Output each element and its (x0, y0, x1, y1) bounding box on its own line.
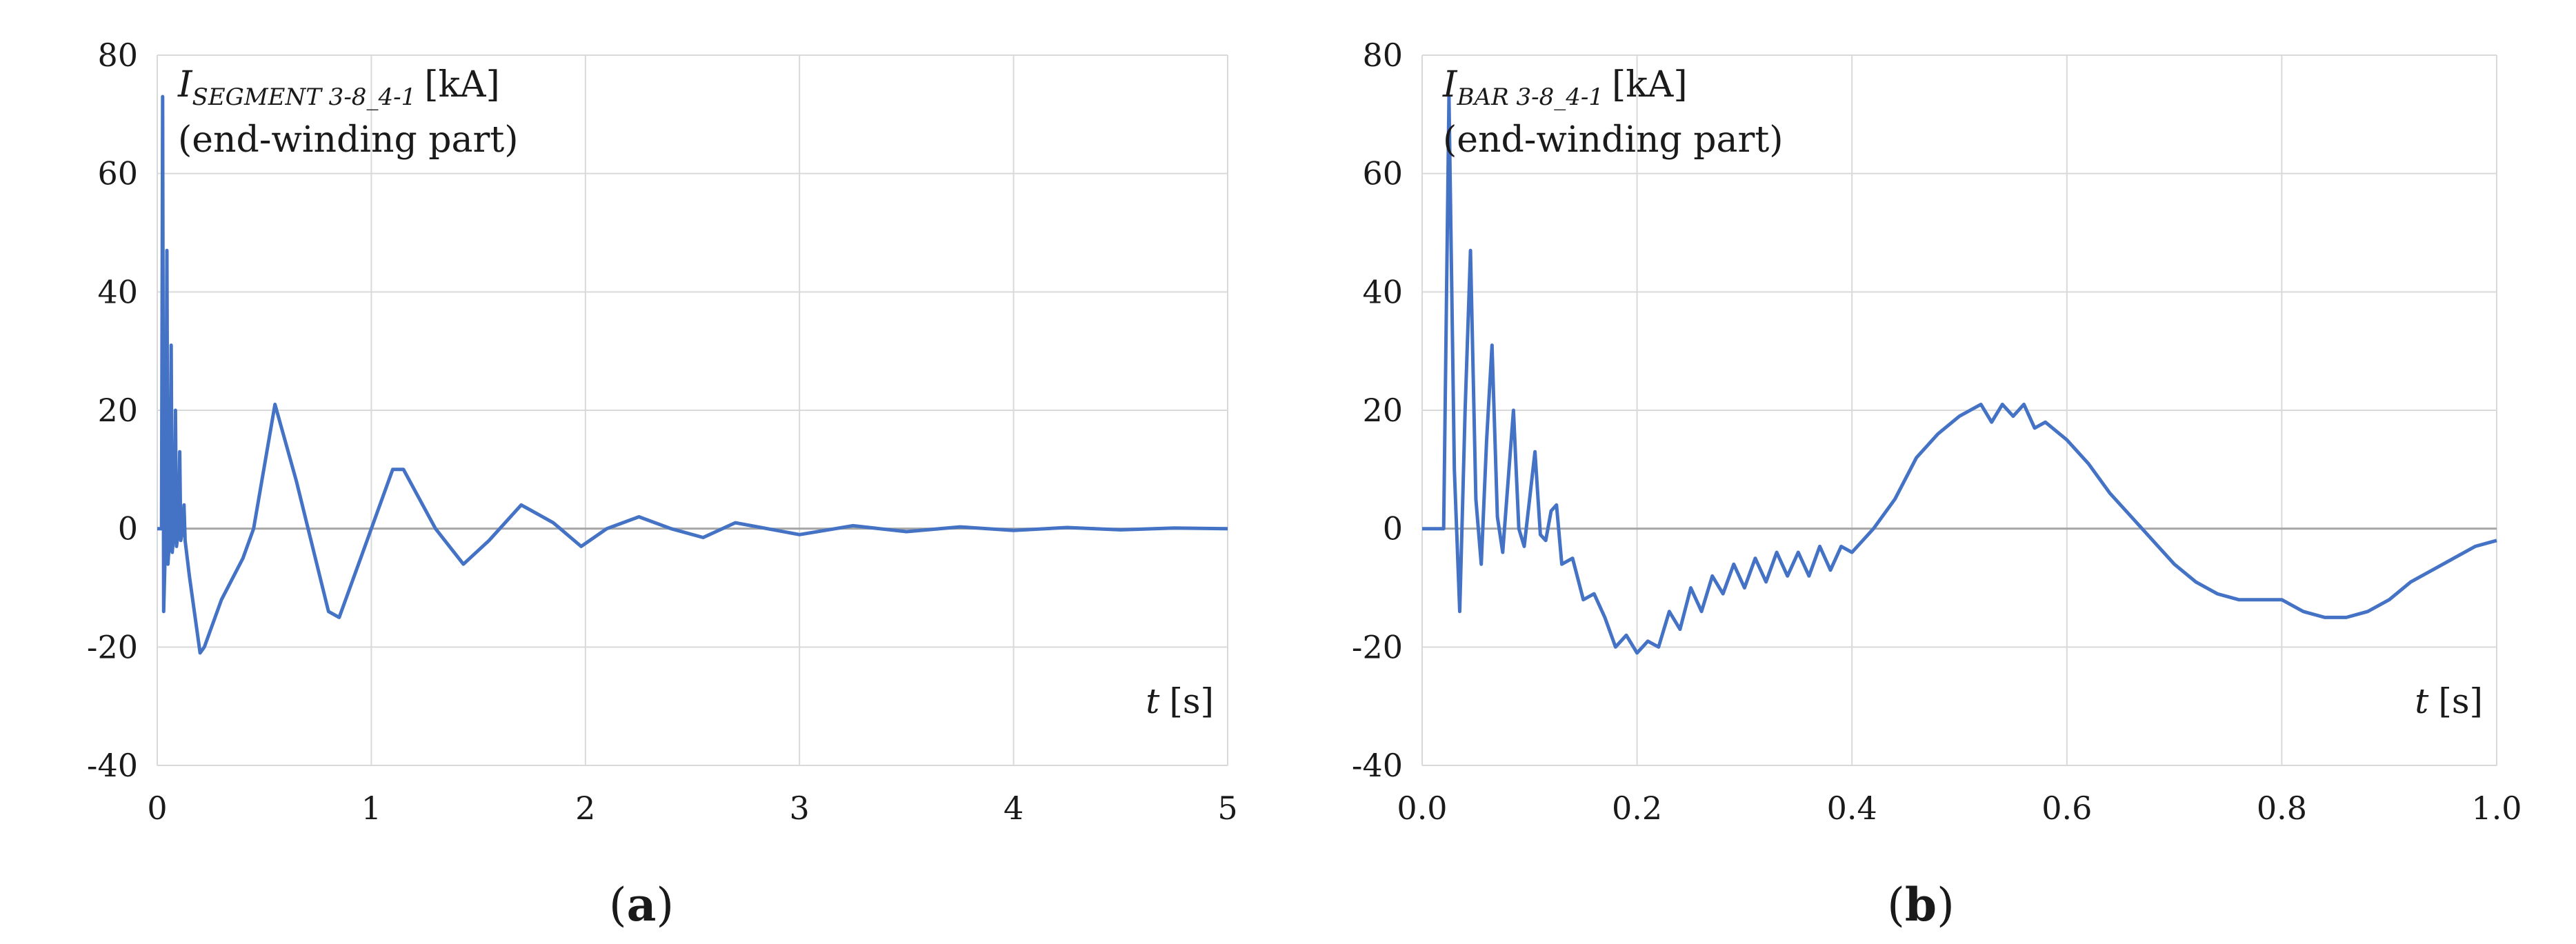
x-tick-label: 0.8 (2257, 790, 2307, 827)
current-subscript: BAR 3-8_4-1 (1457, 83, 1604, 111)
x-tick-label: 0.4 (1827, 790, 1877, 827)
series-line (1422, 94, 2497, 655)
gridlines (157, 54, 1228, 766)
x-tick-label: 4 (1004, 790, 1024, 827)
y-tick-label: -40 (1352, 747, 1403, 784)
x-tick-label: 3 (790, 790, 810, 827)
x-axis-symbol: t (1146, 681, 1160, 721)
y-tick-label: 40 (1362, 273, 1403, 310)
y-tick-label: 0 (118, 510, 138, 548)
series-annotation: IBAR 3-8_4-1 [kA] (1442, 64, 1688, 111)
x-axis-label: t [s] (2415, 681, 2483, 721)
data-line (1422, 94, 2497, 655)
x-axis-unit: [s] (2438, 681, 2483, 721)
y-tick-label: 80 (97, 37, 138, 74)
x-axis-symbol: t (2415, 681, 2429, 721)
series-annotation: ISEGMENT 3-8_4-1 [kA] (177, 64, 500, 111)
y-tick-label: 60 (97, 155, 138, 192)
y-tick-label: 20 (1362, 392, 1403, 429)
current-unit: [kA] (1612, 64, 1688, 106)
series-line (157, 94, 1228, 655)
current-unit: [kA] (424, 64, 500, 106)
current-subscript: SEGMENT 3-8_4-1 (192, 83, 417, 111)
x-tick-label: 5 (1217, 790, 1237, 827)
y-tick-label: -40 (87, 747, 138, 784)
x-tick-label: 2 (575, 790, 595, 827)
y-tick-label: 60 (1362, 155, 1403, 192)
x-axis-unit: [s] (1169, 681, 1214, 721)
current-symbol: I (1442, 64, 1458, 106)
y-tick-label: 40 (97, 273, 138, 310)
chart-panel-b: -40 -20 0 20 40 60 80 0.0 0.2 0.4 0.6 0.8 1.0 IBAR … (1352, 37, 2522, 932)
x-tick-label: 0.6 (2041, 790, 2092, 827)
y-tick-label: -20 (87, 628, 138, 665)
y-tick-label: 80 (1362, 37, 1403, 74)
y-tick-label: 20 (97, 392, 138, 429)
x-tick-label: 0.2 (1612, 790, 1662, 827)
x-tick-label: 0 (147, 790, 167, 827)
x-tick-label: 1.0 (2471, 790, 2522, 827)
x-tick-label: 0.0 (1397, 790, 1447, 827)
y-tick-labels: -40 -20 0 20 40 60 80 (87, 37, 138, 784)
current-symbol: I (177, 64, 193, 106)
series-annotation-line2: (end-winding part) (1443, 119, 1784, 161)
panel-label: (b) (1887, 878, 1955, 932)
x-tick-labels: 0.0 0.2 0.4 0.6 0.8 1.0 (1397, 790, 2522, 827)
x-axis-label: t [s] (1146, 681, 1214, 721)
gridlines (1421, 54, 2497, 766)
series-annotation-line2: (end-winding part) (178, 119, 519, 161)
y-tick-label: 0 (1383, 510, 1403, 548)
panel-label: (a) (609, 878, 674, 932)
data-line (157, 94, 1228, 655)
x-tick-label: 1 (361, 790, 381, 827)
x-tick-labels: 0 1 2 3 4 5 (147, 790, 1237, 827)
y-tick-labels: -40 -20 0 20 40 60 80 (1352, 37, 1403, 784)
y-tick-label: -20 (1352, 628, 1403, 665)
